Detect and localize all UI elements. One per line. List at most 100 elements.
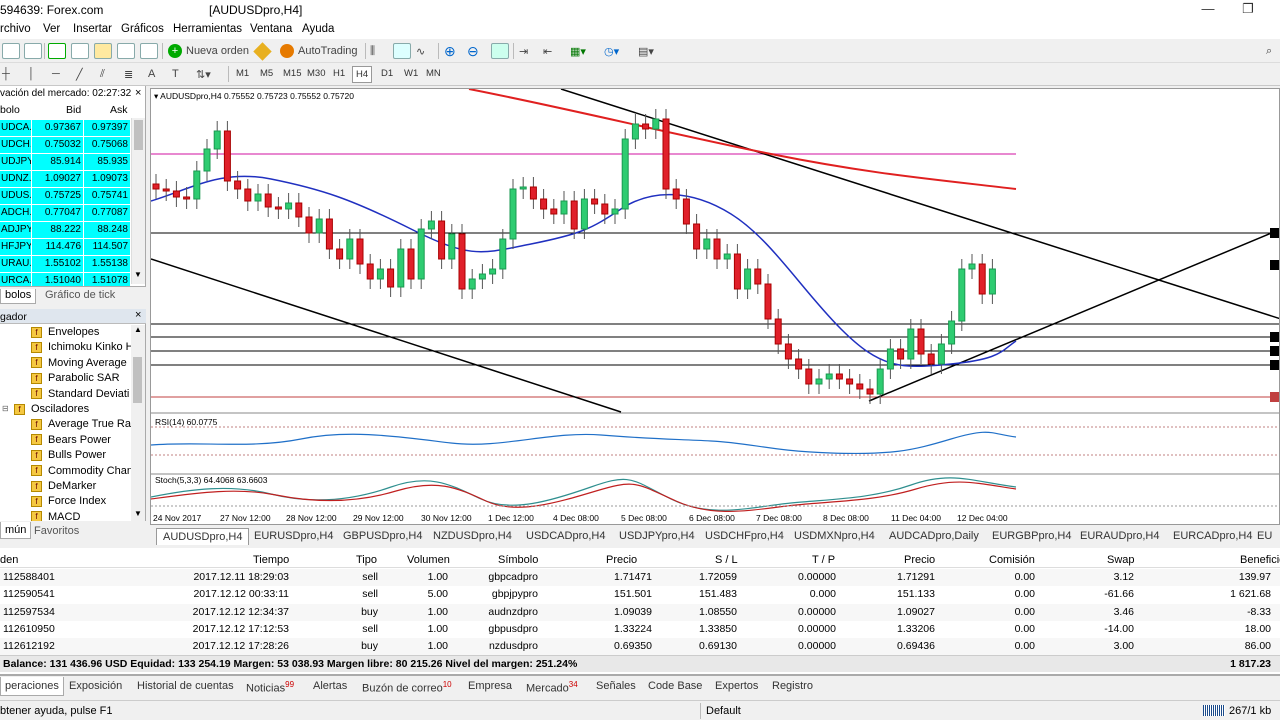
periods-icon[interactable]: ◷▾ <box>604 45 620 58</box>
trade-row[interactable]: 112610950 2017.12.12 17:12:53 sell 1.00 gbpu… <box>0 620 1280 638</box>
navigator-scrollbar[interactable]: ▲ ▼ <box>131 325 145 521</box>
trade-row[interactable]: 112590541 2017.12.12 00:33:11 sell 5.00 gbpj… <box>0 586 1280 604</box>
terminal-tab[interactable]: Code Base <box>648 680 703 692</box>
chart-tab[interactable]: EU <box>1257 530 1273 542</box>
navigator-icon[interactable] <box>94 42 112 60</box>
collapse-icon[interactable]: ⊟ <box>2 404 9 413</box>
navigator-item[interactable]: f Standard Deviati <box>31 388 129 400</box>
terminal-icon[interactable] <box>117 42 135 60</box>
menu-file[interactable]: rchivo <box>0 23 31 35</box>
templates-icon[interactable]: ▤▾ <box>638 45 654 58</box>
terminal-tab[interactable]: Historial de cuentas <box>137 680 234 692</box>
new-order-button[interactable]: + Nueva orden <box>168 42 249 60</box>
new-chart-icon[interactable] <box>2 42 20 60</box>
chart-tab[interactable]: GBPUSDpro,H4 <box>343 530 423 542</box>
search-icon[interactable]: ⌕ <box>1266 44 1273 57</box>
minimize-icon[interactable]: — <box>1201 1 1215 16</box>
terminal-tab[interactable]: Mercado34 <box>526 680 578 695</box>
text-label-icon[interactable]: T <box>172 68 179 80</box>
terminal-tab[interactable]: Expertos <box>715 680 759 692</box>
navigator-item[interactable]: f DeMarker <box>31 480 96 492</box>
tab-favorites[interactable]: Favoritos <box>34 525 80 537</box>
autotrading-button[interactable]: AutoTrading <box>280 42 358 60</box>
terminal-tab[interactable]: Exposición <box>69 680 123 692</box>
trade-row[interactable]: 112597534 2017.12.12 12:34:37 buy 1.00 audnz… <box>0 603 1280 621</box>
navigator-item[interactable]: f MACD <box>31 511 80 523</box>
tab-common[interactable]: mún <box>0 522 32 539</box>
meta-editor-icon[interactable] <box>253 41 272 61</box>
tf-m1[interactable]: M1 <box>236 68 250 79</box>
terminal-tab[interactable]: Señales <box>596 680 636 692</box>
tile-windows-icon[interactable] <box>491 42 509 60</box>
line-chart-icon[interactable]: ∿ <box>416 45 426 58</box>
tf-w1[interactable]: W1 <box>404 68 419 79</box>
tf-m15[interactable]: M15 <box>283 68 302 79</box>
chart-tab[interactable]: USDCHFpro,H4 <box>705 530 784 542</box>
tf-mn[interactable]: MN <box>426 68 441 79</box>
horizontal-line-icon[interactable]: ─ <box>52 68 60 80</box>
candlestick-icon[interactable] <box>393 42 411 60</box>
channel-icon[interactable]: ⫽ <box>100 67 105 80</box>
trade-row[interactable]: 112588401 2017.12.11 18:29:03 sell 1.00 gbpc… <box>0 569 1280 586</box>
menu-help[interactable]: Ayuda <box>302 23 335 35</box>
navigator-item[interactable]: f Moving Average <box>31 357 127 369</box>
tester-icon[interactable] <box>140 42 158 60</box>
market-watch-scrollbar[interactable]: ▼ <box>131 118 145 284</box>
menu-insert[interactable]: Insertar <box>73 23 112 35</box>
menu-charts[interactable]: Gráficos <box>121 23 164 35</box>
tf-d1[interactable]: D1 <box>381 68 394 79</box>
tf-m5[interactable]: M5 <box>260 68 274 79</box>
terminal-tab[interactable]: Buzón de correo10 <box>362 680 452 695</box>
profiles-icon[interactable] <box>24 42 42 60</box>
tf-h1[interactable]: H1 <box>333 68 346 79</box>
navigator-item[interactable]: f Force Index <box>31 495 106 507</box>
terminal-tab[interactable]: peraciones <box>0 677 64 696</box>
restore-icon[interactable]: ❐ <box>1242 1 1254 16</box>
fibonacci-icon[interactable]: ≣ <box>124 68 134 81</box>
trade-row[interactable]: 112612192 2017.12.12 17:28:26 buy 1.00 nzdus… <box>0 638 1280 656</box>
chart-shift-icon[interactable]: ⇤ <box>543 45 553 58</box>
crosshair-icon[interactable]: ┼ <box>2 68 10 80</box>
tab-tick-chart[interactable]: Gráfico de tick <box>45 289 116 301</box>
navigator-item[interactable]: f Bears Power <box>31 434 111 446</box>
navigator-item[interactable]: f Parabolic SAR <box>31 372 120 384</box>
vertical-line-icon[interactable]: │ <box>28 68 35 80</box>
navigator-item[interactable]: f Average True Rar <box>31 418 135 430</box>
chart-tab[interactable]: NZDUSDpro,H4 <box>433 530 512 542</box>
data-window-icon[interactable] <box>71 42 89 60</box>
navigator-item[interactable]: f Bulls Power <box>31 449 106 461</box>
tf-h4[interactable]: H4 <box>352 66 373 83</box>
status-profile[interactable]: Default <box>706 705 741 717</box>
menu-view[interactable]: Ver <box>43 23 61 35</box>
zoom-out-icon[interactable]: ⊖ <box>467 42 479 59</box>
chart-tab[interactable]: EURCADpro,H4 <box>1173 530 1253 542</box>
menu-tools[interactable]: Herramientas <box>173 23 243 35</box>
tab-symbols[interactable]: bolos <box>0 289 37 304</box>
tf-m30[interactable]: M30 <box>307 68 326 79</box>
chart-tab[interactable]: USDMXNpro,H4 <box>794 530 875 542</box>
close-icon[interactable]: × <box>135 309 142 321</box>
chart-tab[interactable]: EURUSDpro,H4 <box>254 530 334 542</box>
chart-tab[interactable]: AUDCADpro,Daily <box>889 530 979 542</box>
price-chart[interactable] <box>151 89 1280 525</box>
navigator-item[interactable]: f Envelopes <box>31 326 99 338</box>
navigator-item[interactable]: f Commodity Chan <box>31 465 133 477</box>
trend-line-icon[interactable]: ╱ <box>76 68 83 81</box>
arrows-icon[interactable]: ⇅▾ <box>196 68 211 81</box>
chart-tab[interactable]: USDCADpro,H4 <box>526 530 606 542</box>
terminal-tab[interactable]: Noticias99 <box>246 680 295 695</box>
market-watch-icon[interactable] <box>48 42 66 60</box>
terminal-tab[interactable]: Empresa <box>468 680 513 692</box>
text-icon[interactable]: A <box>148 68 156 80</box>
bar-chart-icon[interactable]: ⫼ <box>370 44 376 57</box>
navigator-item[interactable]: ⊟ f Osciladores <box>2 403 90 415</box>
